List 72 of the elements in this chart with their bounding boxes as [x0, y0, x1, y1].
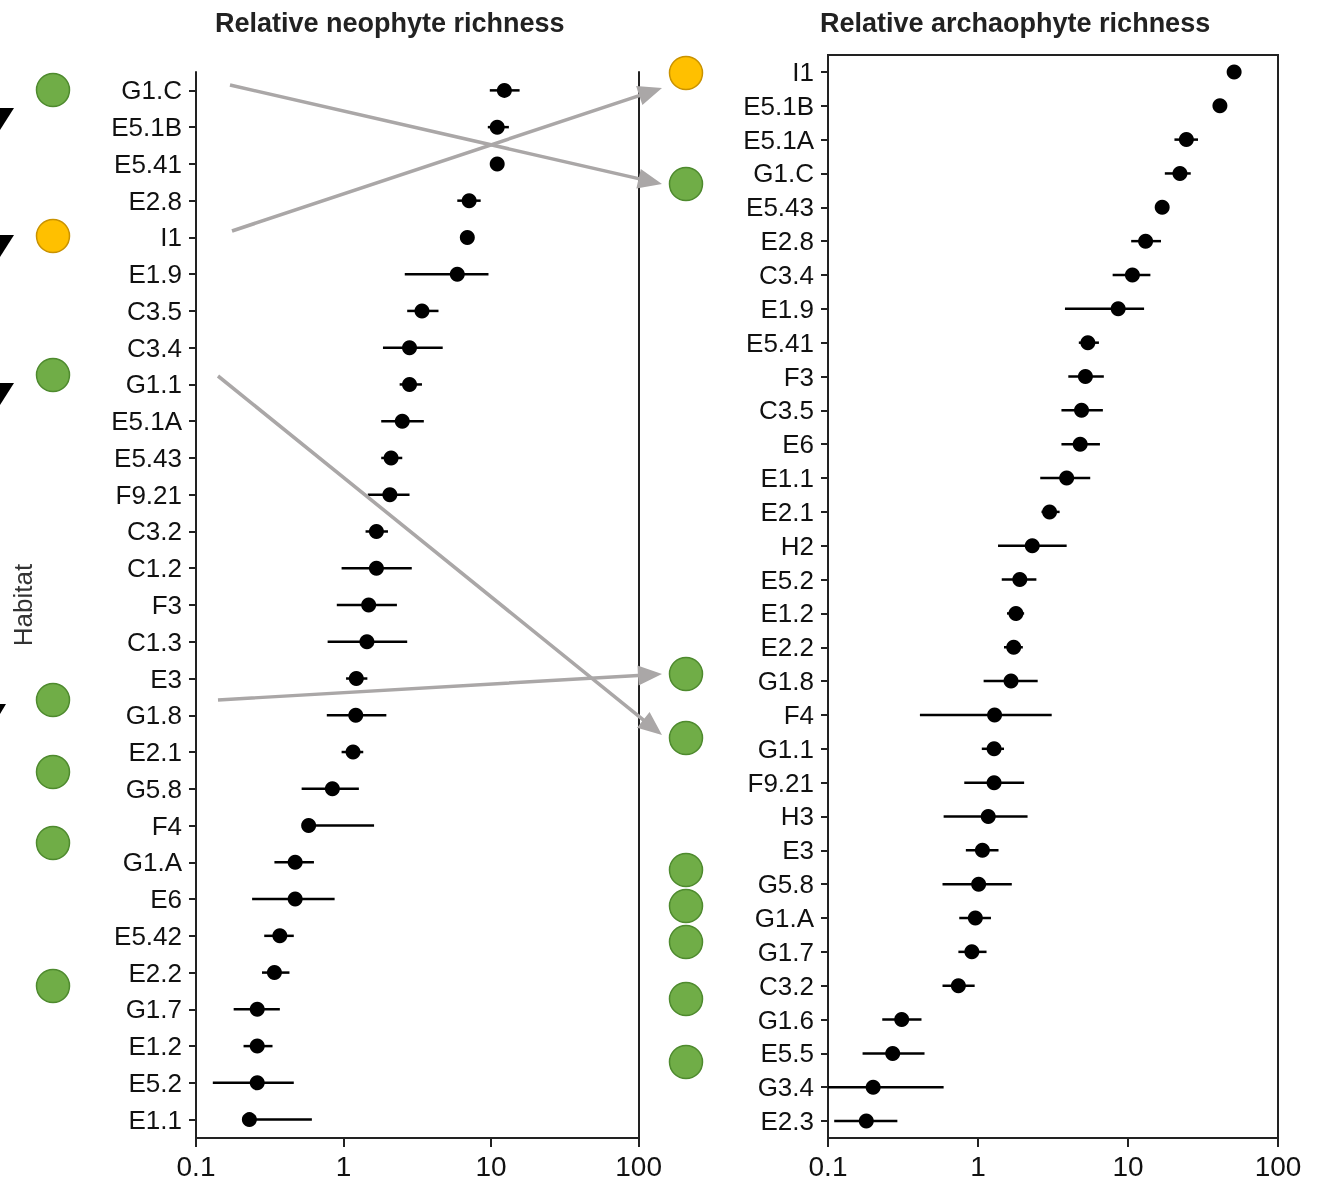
- y-tick-label: F4: [151, 810, 182, 841]
- y-tick-label: E6: [150, 884, 182, 915]
- x-tick-label: 1: [335, 1150, 352, 1182]
- y-tick-label: E5.41: [114, 148, 182, 179]
- y-tick-label: E1.2: [128, 1031, 182, 1062]
- y-tick-label: G5.8: [125, 773, 182, 804]
- x-tick-label: 1: [970, 1150, 986, 1182]
- y-tick-label: H3: [780, 801, 814, 832]
- y-tick-label: E2.2: [760, 632, 814, 663]
- y-tick-label: G1.A: [754, 903, 815, 934]
- y-tick-label: C3.4: [127, 332, 182, 363]
- y-tick-label: H2: [780, 530, 814, 561]
- y-tick-label: G1.A: [122, 847, 183, 878]
- y-tick-label: C3.4: [759, 259, 814, 290]
- x-tick-label: 0.1: [808, 1150, 848, 1182]
- x-tick-label: 100: [1254, 1150, 1302, 1182]
- y-tick-label: G1.C: [121, 75, 182, 106]
- x-tick-label: 10: [1112, 1150, 1144, 1182]
- y-tick-label: E1.9: [760, 293, 814, 324]
- y-tick-label: E5.41: [746, 327, 814, 358]
- y-tick-label: E1.2: [760, 598, 814, 629]
- y-tick-label: E5.42: [114, 920, 182, 951]
- y-tick-label: E5.1A: [111, 406, 183, 437]
- y-tick-label: E2.8: [760, 226, 814, 257]
- y-tick-label: E5.2: [760, 564, 814, 595]
- y-tick-label: C3.2: [127, 516, 182, 547]
- y-tick-label: E3: [150, 663, 182, 694]
- y-tick-label: E2.3: [760, 1106, 814, 1137]
- y-tick-label: G1.1: [125, 369, 182, 400]
- y-tick-label: E5.1B: [743, 90, 814, 121]
- y-tick-label: E1.1: [128, 1104, 182, 1135]
- y-tick-label: E6: [782, 429, 814, 460]
- y-tick-label: E5.1B: [111, 112, 182, 143]
- y-tick-label: E2.1: [760, 496, 814, 527]
- y-tick-label: G5.8: [757, 869, 814, 900]
- y-tick-label: G1.7: [757, 936, 814, 967]
- y-tick-label: F9.21: [115, 479, 182, 510]
- y-tick-label: I1: [160, 222, 182, 253]
- y-tick-label: C1.2: [127, 553, 182, 584]
- y-tick-label: E3: [782, 835, 814, 866]
- y-tick-label: E5.5: [760, 1038, 814, 1069]
- y-tick-label: E5.43: [746, 192, 814, 223]
- y-tick-label: E5.43: [114, 442, 182, 473]
- y-tick-label: E5.1A: [743, 124, 815, 155]
- y-tick-label: G1.C: [753, 158, 814, 189]
- y-tick-label: F4: [783, 699, 814, 730]
- y-tick-label: G1.7: [125, 994, 182, 1025]
- y-tick-label: F9.21: [747, 767, 814, 798]
- y-tick-label: C1.3: [127, 626, 182, 657]
- y-tick-label: E1.9: [128, 259, 182, 290]
- y-tick-label: E1.1: [760, 463, 814, 494]
- y-tick-label: G1.6: [757, 1004, 814, 1035]
- y-tick-label: C3.5: [127, 295, 182, 326]
- y-axis-title: Habitat: [8, 563, 38, 647]
- chart-title: Relative archaophyte richness: [820, 7, 1211, 38]
- y-tick-label: E2.1: [128, 737, 182, 768]
- y-tick-label: F3: [151, 590, 182, 620]
- y-tick-label: G1.1: [757, 733, 814, 764]
- chart-title: Relative neophyte richness: [215, 7, 565, 38]
- y-tick-label: E2.2: [128, 957, 182, 988]
- y-tick-label: E5.2: [128, 1067, 182, 1098]
- x-tick-label: 100: [615, 1150, 662, 1182]
- x-tick-label: 10: [475, 1150, 507, 1182]
- y-tick-label: G3.4: [757, 1072, 814, 1103]
- y-tick-label: E2.8: [128, 185, 182, 216]
- y-tick-label: F3: [783, 361, 814, 392]
- y-tick-label: C3.5: [759, 395, 814, 426]
- x-tick-label: 0.1: [176, 1150, 216, 1182]
- y-tick-label: I1: [792, 56, 814, 87]
- y-tick-label: C3.2: [759, 970, 814, 1001]
- y-tick-label: G1.8: [757, 666, 814, 697]
- y-tick-label: G1.8: [125, 700, 182, 731]
